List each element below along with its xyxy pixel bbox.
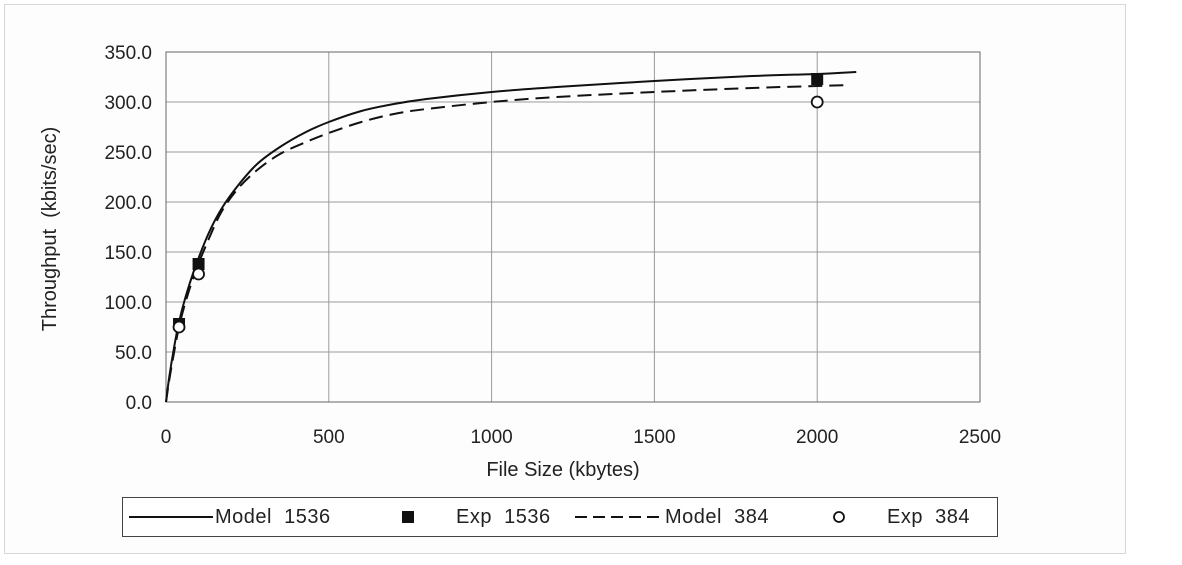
y-axis-label: Throughput (kbits/sec) <box>39 127 61 332</box>
x-tick-label: 2500 <box>959 427 1001 448</box>
y-tick-label: 350.0 <box>104 43 152 64</box>
series-layer <box>165 71 857 403</box>
legend-dashed-line-icon <box>575 516 663 518</box>
open-circle-icon <box>833 511 845 523</box>
series-line-model-1536 <box>165 71 857 403</box>
legend-item-model-384: Model 384 <box>575 498 769 536</box>
legend-item-exp-384: Exp 384 <box>829 498 970 536</box>
series-line-model-384 <box>165 84 850 403</box>
y-tick-label: 0.0 <box>126 393 152 414</box>
legend-solid-line-icon <box>129 516 213 518</box>
marker-exp-384 <box>810 95 824 109</box>
y-tick-label: 100.0 <box>104 293 152 314</box>
x-axis-label: File Size (kbytes) <box>486 459 639 481</box>
y-tick-label: 250.0 <box>104 143 152 164</box>
marker-exp-1536 <box>192 258 205 270</box>
legend-item-model-1536: Model 1536 <box>129 498 331 536</box>
legend-label-model-384: Model 384 <box>665 505 769 528</box>
legend-item-exp-1536: Exp 1536 <box>398 498 551 536</box>
x-tick-label: 500 <box>313 427 345 448</box>
x-tick-label: 1000 <box>470 427 512 448</box>
x-tick-label: 2000 <box>796 427 838 448</box>
y-tick-label: 200.0 <box>104 193 152 214</box>
plot-area <box>165 51 981 403</box>
legend-label-exp-1536: Exp 1536 <box>456 505 551 528</box>
filled-square-icon <box>402 511 414 523</box>
x-tick-label: 0 <box>161 427 172 448</box>
legend-label-model-1536: Model 1536 <box>215 505 331 528</box>
y-tick-label: 300.0 <box>104 93 152 114</box>
y-tick-label: 50.0 <box>115 343 152 364</box>
tick-labels: 0.0 50.0 100.0 150.0 200.0 250.0 300.0 350.0 0 50… <box>104 43 1001 448</box>
marker-exp-384 <box>192 267 205 281</box>
marker-exp-1536 <box>811 73 824 85</box>
legend: Model 1536 Exp 1536 Model 384 Exp 384 <box>122 497 998 537</box>
legend-label-exp-384: Exp 384 <box>887 505 970 528</box>
grid <box>165 51 981 403</box>
marker-exp-384 <box>172 320 186 334</box>
x-tick-label: 1500 <box>633 427 675 448</box>
y-tick-label: 150.0 <box>104 243 152 264</box>
